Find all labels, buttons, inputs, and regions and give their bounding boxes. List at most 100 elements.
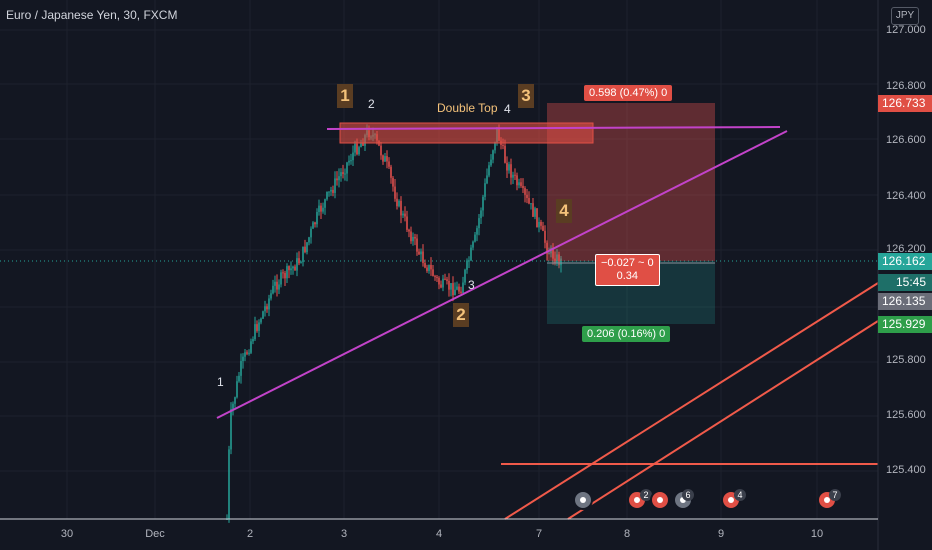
candle-body <box>326 191 328 200</box>
candle-body <box>272 285 274 294</box>
subwave-label-4[interactable]: 4 <box>504 102 511 116</box>
wave-label-1[interactable]: 1 <box>337 84 353 108</box>
wave-label-4[interactable]: 4 <box>556 199 572 223</box>
time-tick: Dec <box>145 528 165 540</box>
event-count-badge: 2 <box>640 489 652 501</box>
candle-body <box>228 449 230 519</box>
candle-body <box>318 205 320 213</box>
candle-body <box>456 286 458 290</box>
candle-body <box>526 194 528 199</box>
candle-body <box>298 258 300 264</box>
candle-body <box>262 311 264 319</box>
target-price-label: 126.733 <box>878 95 932 112</box>
resistance-zone <box>339 122 594 144</box>
target-info-box[interactable]: 0.598 (0.47%) 0 <box>584 85 673 101</box>
candle-body <box>342 172 344 175</box>
pnl-value: −0.027 ~ 0 <box>601 257 654 269</box>
time-tick: 7 <box>535 528 543 540</box>
candle-body <box>542 225 544 231</box>
candle-body <box>356 143 358 155</box>
stop-info-box[interactable]: 0.206 (0.16%) 0 <box>582 326 671 342</box>
candle-body <box>406 216 408 230</box>
candle-body <box>492 150 494 160</box>
candle-body <box>442 278 444 288</box>
candle-body <box>352 152 354 161</box>
candle-body <box>320 205 322 212</box>
candle-body <box>432 269 434 277</box>
candle-body <box>388 161 390 167</box>
candle-body <box>280 272 282 285</box>
candle-body <box>534 208 536 217</box>
candle-body <box>524 188 526 195</box>
candle-body <box>242 356 244 362</box>
price-tick: 125.400 <box>886 464 926 476</box>
candle-body <box>306 242 308 253</box>
candle-body <box>250 341 252 353</box>
candle-body <box>440 284 442 288</box>
time-tick: 2 <box>246 528 254 540</box>
candle-body <box>360 142 362 148</box>
wave-label-2[interactable]: 2 <box>453 303 469 327</box>
candle-body <box>532 203 534 217</box>
subwave-label-1[interactable]: 1 <box>217 375 224 389</box>
candle-body <box>308 237 310 243</box>
candle-body <box>488 165 490 176</box>
candle-body <box>424 263 426 268</box>
double-top-label[interactable]: Double Top <box>437 101 498 115</box>
economic-event-icon[interactable] <box>650 490 670 510</box>
price-tick: 125.800 <box>886 354 926 366</box>
candle-body <box>546 242 548 254</box>
candle-body <box>334 178 336 193</box>
candle-body <box>386 156 388 162</box>
price-tick: 126.400 <box>886 190 926 202</box>
candle-body <box>454 289 456 296</box>
candle-body <box>274 281 276 286</box>
candle-body <box>282 272 284 274</box>
candle-body <box>478 218 480 229</box>
candle-body <box>480 210 482 219</box>
candle-body <box>296 258 298 271</box>
time-tick: 30 <box>60 528 74 540</box>
candle-body <box>516 175 518 186</box>
candle-body <box>340 172 342 177</box>
candle-body <box>246 352 248 354</box>
subwave-label-3[interactable]: 3 <box>468 278 475 292</box>
candle-body <box>248 352 250 354</box>
candle-body <box>544 230 546 243</box>
candle-body <box>418 251 420 255</box>
wave-label-3[interactable]: 3 <box>518 84 534 108</box>
candle-body <box>396 198 398 207</box>
candle-body <box>270 293 272 299</box>
candle-body <box>412 236 414 242</box>
candle-body <box>450 283 452 290</box>
candle-body <box>310 228 312 238</box>
candle-body <box>446 279 448 281</box>
event-count-badge: 6 <box>682 489 694 501</box>
candle-body <box>466 260 468 270</box>
candle-body <box>490 159 492 166</box>
candle-body <box>444 278 446 280</box>
candle-body <box>292 266 294 269</box>
candle-body <box>338 176 340 181</box>
candle-body <box>328 191 330 193</box>
currency-badge[interactable]: JPY <box>891 7 919 25</box>
candle-body <box>520 182 522 186</box>
candle-body <box>502 144 504 146</box>
stop-price-label: 125.929 <box>878 316 932 333</box>
candle-body <box>438 277 440 285</box>
candle-body <box>244 352 246 357</box>
time-tick: 9 <box>717 528 725 540</box>
candle-body <box>486 175 488 184</box>
symbol-title[interactable]: Euro / Japanese Yen, 30, FXCM <box>6 8 178 22</box>
candle-body <box>436 276 438 278</box>
candle-body <box>238 375 240 382</box>
pnl-info-box[interactable]: −0.027 ~ 0 0.34 <box>595 254 660 286</box>
candle-body <box>358 147 360 155</box>
candle-body <box>288 266 290 271</box>
economic-event-icon[interactable] <box>573 490 593 510</box>
candle-body <box>304 246 306 253</box>
candle-body <box>484 183 486 197</box>
candle-body <box>348 160 350 163</box>
subwave-label-2[interactable]: 2 <box>368 97 375 111</box>
